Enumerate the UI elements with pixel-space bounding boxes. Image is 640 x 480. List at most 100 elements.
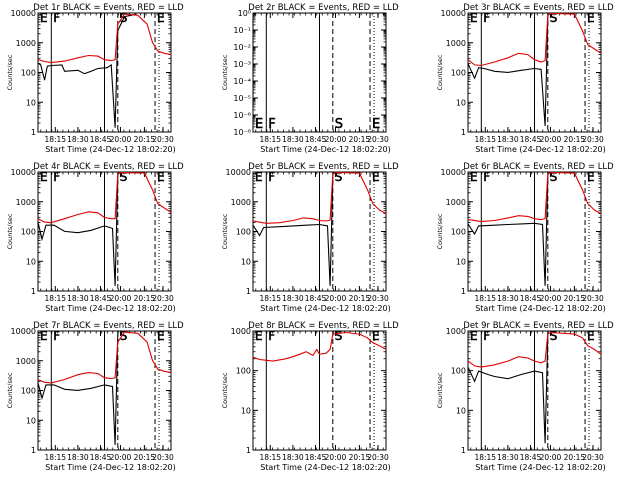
y-tick-label: 10000 bbox=[226, 168, 251, 177]
y-tick-label: 10000 bbox=[441, 168, 466, 177]
y-tick-label: 1 bbox=[31, 287, 36, 296]
event-marker-label: F bbox=[53, 170, 60, 184]
series-red-line bbox=[38, 331, 171, 384]
x-tick-label: 20:00 bbox=[110, 135, 132, 144]
panel-title: Det 5r BLACK = Events, RED = LLD bbox=[248, 162, 399, 172]
panel-title: Det 8r BLACK = Events, RED = LLD bbox=[248, 321, 399, 331]
event-marker-label: E bbox=[157, 329, 165, 343]
y-tick-label: 10⁻² bbox=[233, 43, 251, 52]
x-tick-label: 20:00 bbox=[325, 135, 347, 144]
y-tick-label: 1000 bbox=[16, 198, 36, 207]
x-tick-label: 18:30 bbox=[282, 294, 304, 303]
panel-title: Det 7r BLACK = Events, RED = LLD bbox=[33, 321, 184, 331]
panel-det-2: Det 2r BLACK = Events, RED = LLD 10⁻⁸ 10⁻⁶… bbox=[221, 3, 399, 154]
y-tick-label: 1000 bbox=[231, 327, 251, 336]
y-tick-label: 100 bbox=[451, 228, 466, 237]
event-marker-label: E bbox=[587, 11, 595, 25]
y-tick-label: 10⁻¹ bbox=[233, 26, 251, 35]
event-marker-label: S bbox=[120, 170, 128, 184]
panel-title: Det 4r BLACK = Events, RED = LLD bbox=[33, 162, 184, 172]
series-red-line bbox=[38, 172, 171, 224]
panel-det-4: Det 4r BLACK = Events, RED = LLD 1 10 100 10… bbox=[6, 162, 184, 313]
panel-title: Det 9r BLACK = Events, RED = LLD bbox=[463, 321, 614, 331]
event-marker-label: E bbox=[587, 329, 595, 343]
event-marker-label: F bbox=[483, 170, 490, 184]
y-axis-label: Counts/sec bbox=[436, 54, 444, 90]
x-tick-label: 20:00 bbox=[540, 294, 562, 303]
panel-det-3: Det 3r BLACK = Events, RED = LLD 1 10 100 10… bbox=[436, 3, 614, 154]
y-tick-label: 1 bbox=[461, 128, 466, 137]
y-tick-label: 100 bbox=[21, 228, 36, 237]
y-tick-label: 10⁻⁶ bbox=[233, 111, 251, 120]
y-axis-label: Counts/sec bbox=[6, 372, 14, 408]
x-tick-label: 20:15 bbox=[349, 294, 371, 303]
x-axis-label: Start Time (24-Dec-12 18:02:20) bbox=[475, 304, 606, 313]
x-tick-label: 18:15 bbox=[259, 453, 281, 462]
series-red-line bbox=[468, 172, 601, 223]
y-tick-label: 10 bbox=[241, 257, 251, 266]
y-tick-label: 10⁻⁵ bbox=[233, 94, 251, 103]
event-marker-label: E bbox=[157, 11, 165, 25]
event-marker-label: E bbox=[372, 170, 380, 184]
y-tick-label: 10000 bbox=[441, 9, 466, 18]
y-tick-label: 100 bbox=[21, 387, 36, 396]
panel-det-1: Det 1r BLACK = Events, RED = LLD 1 10 100 10… bbox=[6, 3, 184, 154]
x-axis-label: Start Time (24-Dec-12 18:02:20) bbox=[475, 463, 606, 472]
event-marker-label: S bbox=[550, 170, 558, 184]
event-marker-label: F bbox=[483, 11, 490, 25]
x-tick-label: 18:30 bbox=[67, 294, 89, 303]
event-marker-label: E bbox=[470, 11, 478, 25]
event-marker-label: F bbox=[268, 117, 275, 132]
event-marker-label: S bbox=[120, 329, 128, 343]
x-tick-label: 18:15 bbox=[474, 135, 496, 144]
x-tick-label: 18:15 bbox=[44, 294, 66, 303]
y-tick-label: 10 bbox=[26, 416, 36, 425]
series-red-line bbox=[38, 13, 171, 64]
x-tick-label: 18:45 bbox=[305, 135, 327, 144]
y-tick-label: 10⁻⁸ bbox=[233, 128, 251, 137]
event-marker-label: E bbox=[372, 329, 380, 343]
y-tick-label: 1000 bbox=[446, 198, 466, 207]
panel-title: Det 3r BLACK = Events, RED = LLD bbox=[463, 3, 614, 13]
series-red-line bbox=[468, 331, 601, 368]
event-marker-label: S bbox=[335, 117, 343, 132]
x-tick-label: 18:15 bbox=[259, 294, 281, 303]
y-axis-label: Counts/sec bbox=[221, 372, 229, 408]
x-tick-label: 20:15 bbox=[134, 294, 156, 303]
series-black-line bbox=[38, 175, 119, 286]
panel-det-9: Det 9r BLACK = Events, RED = LLD 1 10 100 10… bbox=[436, 321, 614, 472]
panel-title: Det 2r BLACK = Events, RED = LLD bbox=[248, 3, 399, 13]
x-tick-label: 20:30 bbox=[152, 135, 174, 144]
y-tick-label: 1000 bbox=[16, 39, 36, 48]
event-marker-label: E bbox=[255, 117, 263, 132]
x-tick-label: 18:45 bbox=[90, 294, 112, 303]
event-marker-label: S bbox=[550, 11, 558, 25]
y-tick-label: 1000 bbox=[16, 357, 36, 366]
x-tick-label: 20:15 bbox=[349, 135, 371, 144]
x-tick-label: 20:15 bbox=[134, 453, 156, 462]
y-axis-label: Counts/sec bbox=[436, 213, 444, 249]
x-axis-label: Start Time (24-Dec-12 18:02:20) bbox=[45, 145, 176, 154]
panel-det-6: Det 6r BLACK = Events, RED = LLD 1 10 100 10… bbox=[436, 162, 614, 313]
event-marker-label: F bbox=[268, 329, 275, 343]
y-tick-label: 10 bbox=[456, 257, 466, 266]
event-marker-label: F bbox=[53, 329, 60, 343]
x-tick-label: 20:15 bbox=[349, 453, 371, 462]
event-marker-label: S bbox=[550, 329, 558, 343]
event-marker-label: E bbox=[40, 329, 48, 343]
x-tick-label: 20:00 bbox=[325, 294, 347, 303]
y-tick-label: 10⁻⁴ bbox=[233, 77, 251, 86]
y-tick-label: 1000 bbox=[446, 39, 466, 48]
x-tick-label: 20:30 bbox=[582, 453, 604, 462]
y-tick-label: 1 bbox=[461, 446, 466, 455]
x-tick-label: 20:00 bbox=[540, 135, 562, 144]
x-tick-label: 20:15 bbox=[564, 294, 586, 303]
series-red-line bbox=[253, 172, 386, 224]
x-tick-label: 18:30 bbox=[497, 135, 519, 144]
x-tick-label: 18:45 bbox=[305, 453, 327, 462]
event-marker-label: E bbox=[470, 329, 478, 343]
x-tick-label: 18:30 bbox=[497, 294, 519, 303]
series-black-line bbox=[468, 177, 549, 286]
y-tick-label: 1 bbox=[246, 446, 251, 455]
